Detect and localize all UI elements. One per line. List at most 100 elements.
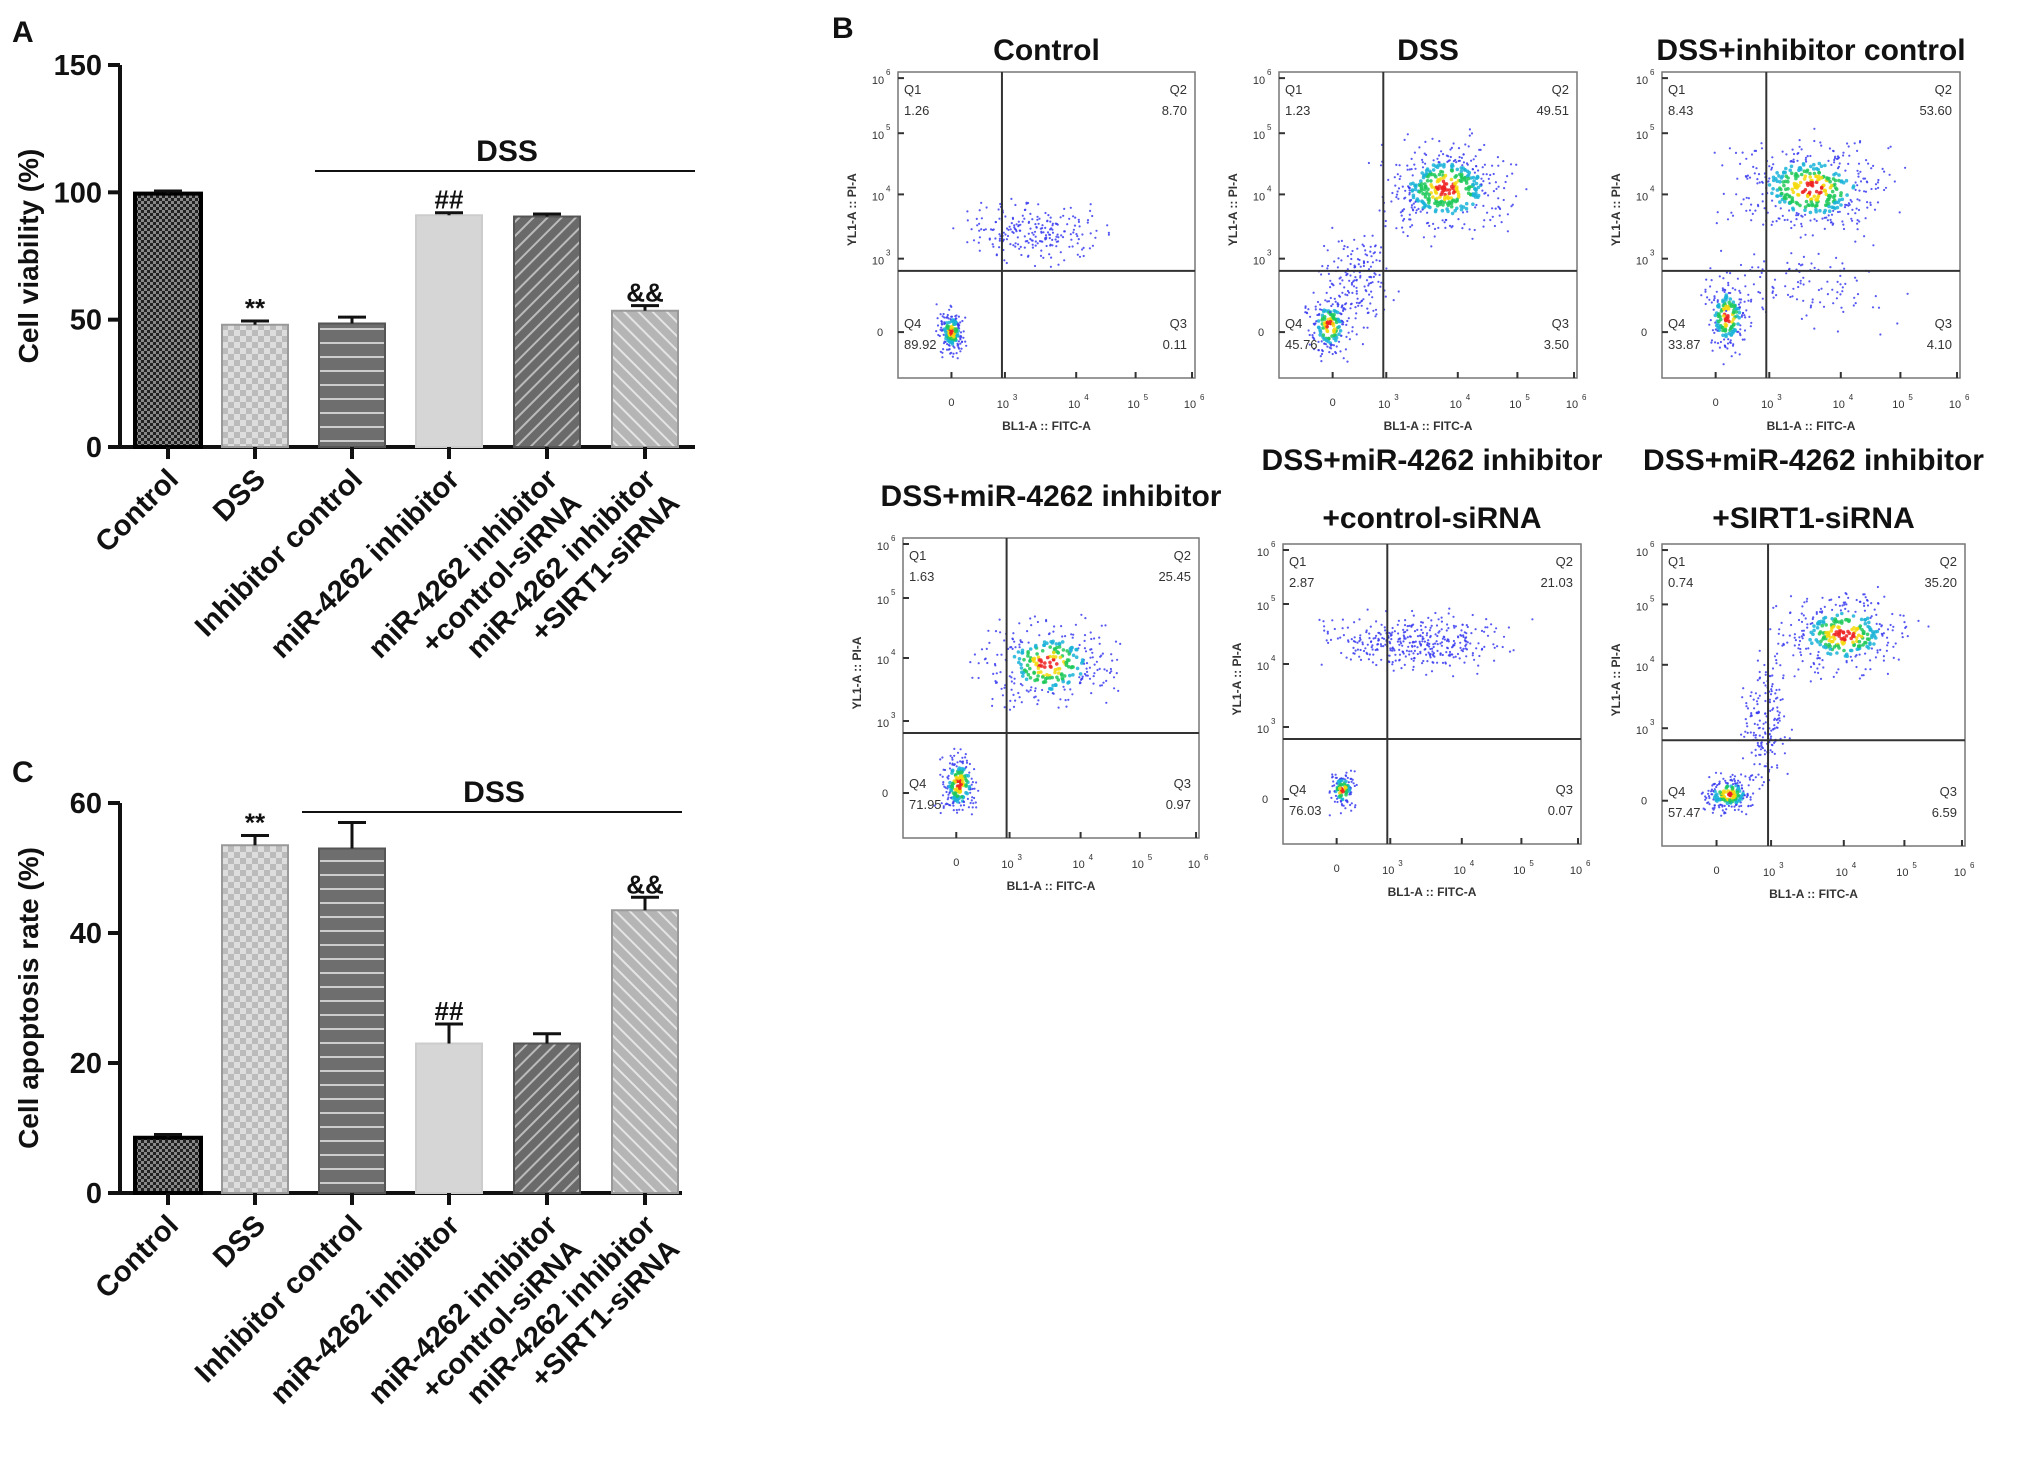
event-dot <box>1344 790 1349 794</box>
event-dot <box>1809 306 1812 309</box>
event-dot <box>964 790 968 795</box>
event-dot <box>1809 164 1813 169</box>
event-dot <box>1313 348 1316 351</box>
event-dot <box>1859 170 1862 173</box>
event-dot <box>1411 609 1414 613</box>
event-dot <box>1447 638 1450 641</box>
event-dot <box>1445 629 1448 632</box>
x-tick-exponent: 3 <box>1394 393 1399 402</box>
event-dot <box>1747 293 1750 296</box>
event-dot <box>1808 637 1812 642</box>
event-dot <box>1844 169 1847 172</box>
event-dot <box>1744 730 1747 733</box>
event-dot <box>1758 734 1761 737</box>
event-dot <box>1760 147 1764 150</box>
event-dot <box>1353 806 1357 809</box>
event-dot <box>1464 637 1467 640</box>
quadrant-percent-q3: 3.50 <box>1544 337 1569 352</box>
event-dot <box>1397 638 1400 641</box>
event-dot <box>1507 626 1510 629</box>
event-dot <box>961 760 965 763</box>
event-dot <box>1095 660 1098 663</box>
event-dot <box>1409 635 1412 638</box>
event-dot <box>1475 165 1478 168</box>
event-dot <box>1076 242 1079 245</box>
event-dot <box>1353 238 1356 241</box>
event-dot <box>973 787 976 790</box>
event-dot <box>1486 626 1489 629</box>
event-dot <box>1824 203 1828 207</box>
event-dot <box>1724 304 1728 309</box>
quadrant-name: Q2 <box>1935 82 1952 97</box>
event-dot <box>1772 163 1775 166</box>
event-dot <box>1764 721 1767 724</box>
event-dot <box>1032 670 1036 675</box>
event-dot <box>1851 632 1856 636</box>
event-dot <box>1822 635 1826 640</box>
event-dot <box>1481 189 1484 192</box>
event-dot <box>1332 333 1336 338</box>
event-dot <box>1092 675 1095 678</box>
plot-frame <box>1282 543 1582 845</box>
event-dot <box>1482 204 1485 207</box>
x-tick-label: 0 <box>953 857 959 869</box>
event-dot <box>1473 193 1477 197</box>
event-dot <box>1347 781 1350 784</box>
event-dot <box>1839 203 1843 207</box>
event-dot <box>1771 683 1774 686</box>
event-dot <box>1398 653 1402 656</box>
event-dot <box>1741 787 1744 790</box>
event-dot <box>1081 233 1084 236</box>
event-dot <box>1745 702 1748 705</box>
event-dot <box>1434 611 1437 615</box>
event-dot <box>1771 220 1774 223</box>
event-dot <box>1419 210 1422 213</box>
event-dot <box>1752 778 1755 782</box>
x-tick-base: 10 <box>1378 399 1390 411</box>
event-dot <box>1389 642 1392 645</box>
bar <box>133 191 203 449</box>
event-dot <box>1344 786 1348 790</box>
event-dot <box>1832 209 1835 212</box>
event-dot <box>1473 171 1476 174</box>
event-dot <box>1339 812 1342 815</box>
event-dot <box>1333 327 1337 331</box>
event-dot <box>1107 233 1110 236</box>
event-dot <box>1770 729 1773 732</box>
event-dot <box>1747 784 1750 787</box>
event-dot <box>1027 232 1030 235</box>
event-dot <box>1736 177 1739 180</box>
event-dot <box>1332 344 1335 347</box>
event-dot <box>1841 604 1844 607</box>
event-dot <box>1422 205 1427 209</box>
event-dot <box>1708 298 1711 301</box>
event-dot <box>1795 298 1799 301</box>
event-dot <box>1726 314 1730 318</box>
event-dot <box>1459 641 1462 644</box>
event-dot <box>1066 681 1070 685</box>
event-dot <box>1736 782 1739 785</box>
event-dot <box>1331 226 1334 229</box>
event-dot <box>1428 653 1431 656</box>
event-dot <box>1849 636 1853 641</box>
event-dot <box>949 318 952 321</box>
event-dot <box>945 316 948 319</box>
event-dot <box>1331 315 1335 320</box>
event-dot <box>1705 278 1708 281</box>
event-dot <box>1359 274 1362 277</box>
event-dot <box>1793 644 1796 647</box>
event-dot <box>1707 789 1710 792</box>
event-dot <box>1901 636 1904 639</box>
event-dot <box>1749 796 1752 799</box>
event-dot <box>1748 176 1752 179</box>
event-dot <box>1036 666 1041 670</box>
event-dot <box>1843 267 1846 270</box>
event-dot <box>1076 253 1079 256</box>
event-dot <box>1322 620 1325 623</box>
event-dot <box>1442 162 1446 167</box>
event-dot <box>1337 303 1340 306</box>
event-dot <box>1713 806 1716 810</box>
event-dot <box>1869 203 1872 207</box>
event-dot <box>1831 624 1836 629</box>
bar <box>513 1042 581 1194</box>
